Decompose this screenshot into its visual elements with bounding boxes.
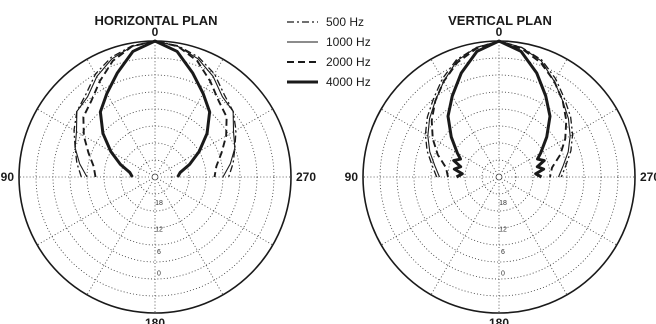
grid-ring	[481, 159, 517, 195]
legend-label-4000hz: 4000 Hz	[326, 75, 371, 89]
grid-spoke	[430, 181, 497, 295]
grid-spoke	[157, 181, 224, 295]
radial-tick-label: 6	[157, 249, 161, 256]
center-marker	[151, 173, 159, 181]
grid-spoke	[504, 179, 617, 246]
grid-spokes	[19, 41, 291, 313]
vertical-plan-plot: VERTICAL PLAN 18 12 6 0 0 180 90 270	[345, 13, 656, 324]
radial-tick-label: 12	[155, 226, 163, 233]
radial-tick-label: 0	[157, 271, 161, 278]
grid-spoke	[37, 179, 151, 246]
series-500hz-curve	[73, 40, 237, 178]
grid-spoke	[86, 181, 153, 295]
grid-spoke	[37, 108, 151, 175]
outer-ring	[18, 40, 292, 314]
grid-ring	[120, 142, 190, 212]
radial-tick-label: 0	[501, 271, 505, 278]
vertical-plan-title: VERTICAL PLAN	[448, 13, 552, 28]
grid-spoke	[159, 179, 273, 246]
grid-spoke	[86, 59, 153, 173]
legend-label-2000hz: 2000 Hz	[326, 55, 371, 69]
grid-ring	[430, 108, 568, 246]
grid-spoke	[501, 181, 568, 295]
grid-ring	[52, 74, 258, 280]
horizontal-plan-title: HORIZONTAL PLAN	[94, 13, 217, 28]
series-500hz-curve	[424, 40, 574, 178]
radial-tick-label: 12	[499, 226, 507, 233]
grid-ring	[464, 142, 534, 212]
angle-label-left: 90	[1, 170, 15, 184]
grid-spoke	[157, 59, 224, 173]
series-2000hz-curve	[82, 40, 228, 178]
grid-spoke	[430, 59, 497, 173]
grid-ring	[413, 91, 585, 263]
angle-label-top: 0	[152, 25, 159, 39]
horizontal-plan-plot: HORIZONTAL PLAN 18 12 6 0 0 180 90 270	[1, 13, 317, 324]
center-marker	[495, 173, 503, 181]
legend: 500 Hz 1000 Hz 2000 Hz 4000 Hz	[287, 15, 371, 89]
angle-label-right: 270	[640, 170, 656, 184]
grid-ring	[69, 91, 241, 263]
grid-spoke	[381, 179, 494, 246]
grid-spoke	[159, 108, 273, 175]
angle-label-top: 0	[496, 25, 503, 39]
grid-spoke	[501, 59, 568, 173]
angle-label-left: 90	[345, 170, 359, 184]
radial-tick-label: 18	[499, 200, 507, 207]
legend-label-1000hz: 1000 Hz	[326, 35, 371, 49]
grid-spoke	[381, 108, 494, 175]
grid-ring	[137, 159, 173, 195]
grid-spoke	[504, 108, 617, 175]
radial-tick-label: 18	[155, 200, 163, 207]
angle-label-right: 270	[296, 170, 316, 184]
angle-label-bottom: 180	[489, 316, 509, 324]
radial-tick-label: 6	[501, 249, 505, 256]
grid-ring	[396, 74, 602, 280]
legend-label-500hz: 500 Hz	[326, 15, 364, 29]
grid-spokes	[363, 41, 635, 313]
angle-label-bottom: 180	[145, 316, 165, 324]
series-4000hz-curve	[446, 39, 552, 179]
outer-ring	[362, 40, 636, 314]
series-4000hz-curve	[98, 39, 212, 178]
